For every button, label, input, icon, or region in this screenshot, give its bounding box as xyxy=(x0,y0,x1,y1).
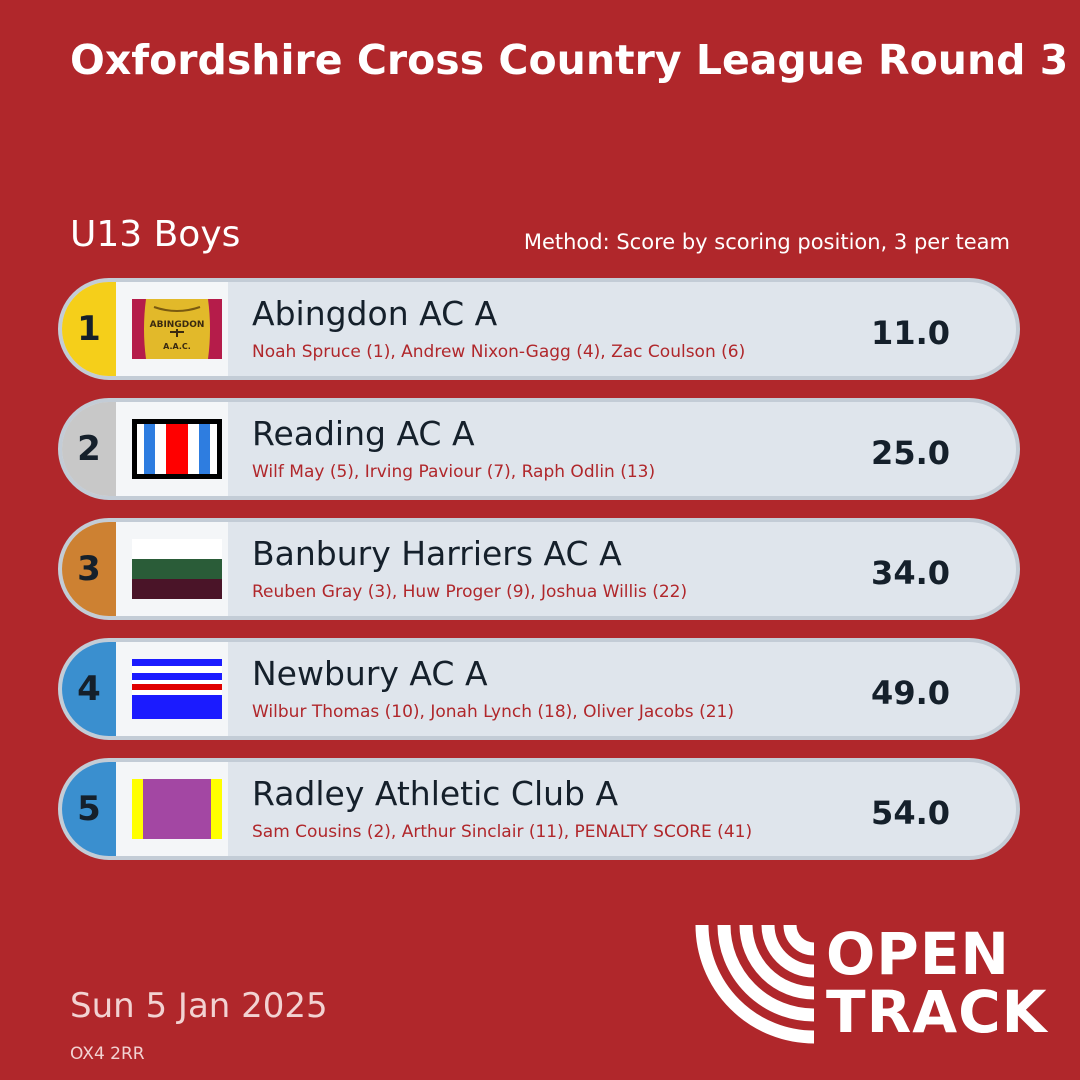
scoring-athletes: Noah Spruce (1), Andrew Nixon-Gagg (4), … xyxy=(252,342,746,362)
logo-line-track: TRACK xyxy=(826,978,1048,1046)
svg-text:A.A.C.: A.A.C. xyxy=(163,342,191,351)
scoring-athletes: Sam Cousins (2), Arthur Sinclair (11), P… xyxy=(252,822,753,842)
reading-vest-icon xyxy=(132,419,222,479)
team-score: 34.0 xyxy=(871,554,950,592)
banbury-vest-icon xyxy=(132,539,222,599)
team-score: 49.0 xyxy=(871,674,950,712)
newbury-vest-icon xyxy=(132,659,222,719)
opentrack-wordmark: OPEN TRACK xyxy=(826,925,1048,1041)
result-row[interactable]: 5 Radley Athletic Club A Sam Cousins (2)… xyxy=(58,758,1020,860)
subheader: U13 Boys Method: Score by scoring positi… xyxy=(70,214,1010,264)
club-vest-badge: ABINGDON A.A.C. xyxy=(116,282,228,376)
position-badge: 2 xyxy=(62,402,116,496)
track-lanes-icon xyxy=(695,924,815,1044)
team-score: 54.0 xyxy=(871,794,950,832)
position-badge: 4 xyxy=(62,642,116,736)
radley-vest-icon xyxy=(132,779,222,839)
scoring-athletes: Wilf May (5), Irving Paviour (7), Raph O… xyxy=(252,462,656,482)
result-row[interactable]: 3 Banbury Harriers AC A Reuben Gray (3),… xyxy=(58,518,1020,620)
team-score: 11.0 xyxy=(871,314,950,352)
logo-line-open: OPEN xyxy=(826,920,1010,988)
club-vest-badge xyxy=(116,642,228,736)
svg-text:ABINGDON: ABINGDON xyxy=(150,320,205,330)
result-row[interactable]: 1 ABINGDON A.A.C. Abingdon AC A Noah Spr… xyxy=(58,278,1020,380)
position-badge: 3 xyxy=(62,522,116,616)
venue-postcode: OX4 2RR xyxy=(70,1044,145,1064)
team-name: Reading AC A xyxy=(252,414,475,453)
age-category: U13 Boys xyxy=(70,214,241,255)
team-name: Banbury Harriers AC A xyxy=(252,534,622,573)
scoring-method: Method: Score by scoring position, 3 per… xyxy=(523,230,1010,254)
position-badge: 5 xyxy=(62,762,116,856)
team-score: 25.0 xyxy=(871,434,950,472)
abingdon-vest-icon: ABINGDON A.A.C. xyxy=(132,299,222,359)
club-vest-badge xyxy=(116,522,228,616)
team-name: Abingdon AC A xyxy=(252,294,498,333)
scoring-athletes: Wilbur Thomas (10), Jonah Lynch (18), Ol… xyxy=(252,702,734,722)
position-badge: 1 xyxy=(62,282,116,376)
team-name: Newbury AC A xyxy=(252,654,488,693)
club-vest-badge xyxy=(116,402,228,496)
team-name: Radley Athletic Club A xyxy=(252,774,619,813)
club-vest-badge xyxy=(116,762,228,856)
event-date: Sun 5 Jan 2025 xyxy=(70,986,328,1026)
page-title: Oxfordshire Cross Country League Round 3 xyxy=(70,36,1069,84)
result-row[interactable]: 4 Newbury AC A Wilbur Thomas (10), Jonah… xyxy=(58,638,1020,740)
scoring-athletes: Reuben Gray (3), Huw Proger (9), Joshua … xyxy=(252,582,688,602)
result-row[interactable]: 2 Reading AC A Wilf May (5), Irving Pavi… xyxy=(58,398,1020,500)
opentrack-logo: OPEN TRACK xyxy=(694,924,1047,1049)
